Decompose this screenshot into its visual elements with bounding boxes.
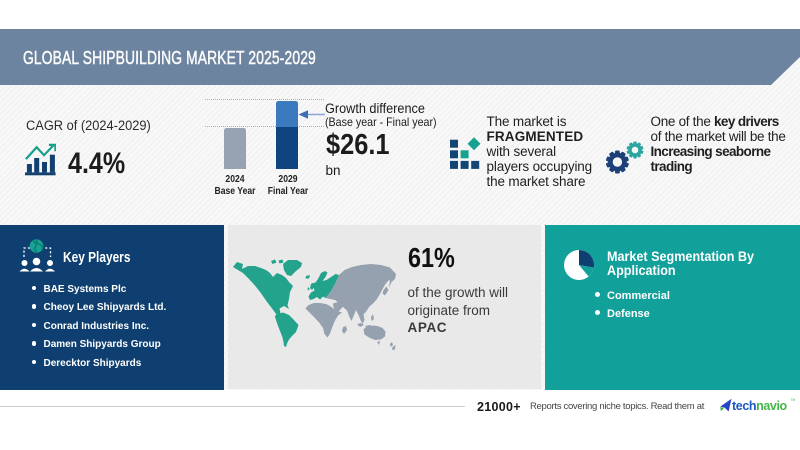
svg-text:technavio: technavio xyxy=(732,399,788,413)
svg-text:TM: TM xyxy=(791,398,796,402)
